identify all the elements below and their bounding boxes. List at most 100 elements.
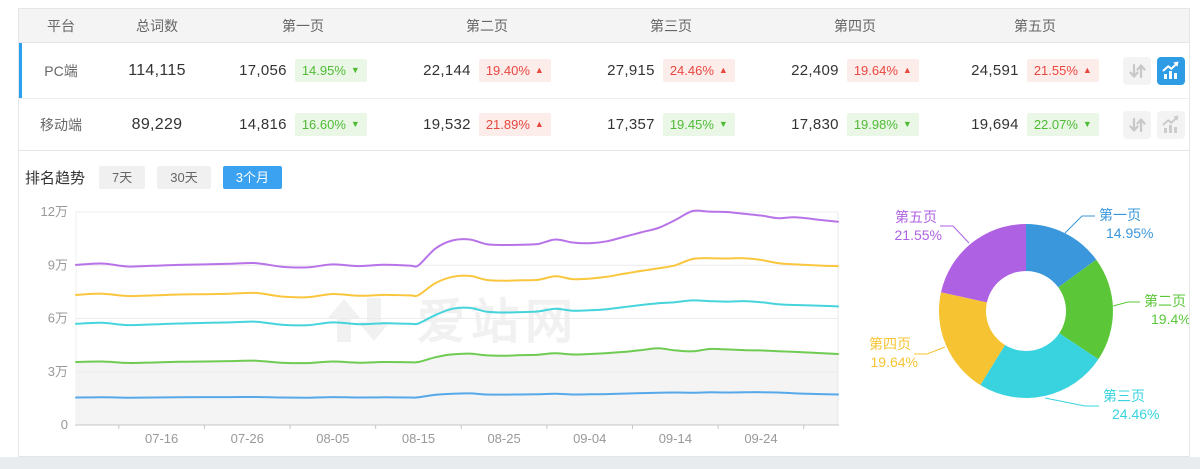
down-arrow-icon: ▼ xyxy=(902,119,912,129)
page4-change-badge: 19.98% ▼ xyxy=(846,113,919,136)
up-arrow-icon: ▲ xyxy=(534,65,544,75)
col-header-total-words: 总词数 xyxy=(136,17,178,34)
page3-count: 17,357 xyxy=(607,116,655,133)
line-series-3-cyan[interactable] xyxy=(75,299,839,327)
down-arrow-icon: ▼ xyxy=(1082,119,1092,129)
up-arrow-icon: ▲ xyxy=(718,65,728,75)
y-axis-label: 6万 xyxy=(48,311,68,326)
sort-arrows-icon xyxy=(1129,63,1146,78)
donut-slice-第一页[interactable] xyxy=(1026,224,1097,288)
donut-label-percent: 19.64% xyxy=(871,354,918,370)
page2-change-badge: 21.89% ▲ xyxy=(478,113,551,136)
table-row-pc[interactable]: PC端 114,115 17,056 14.95% ▼ 22,144 19.40%… xyxy=(19,43,1189,99)
donut-slice-第三页[interactable] xyxy=(980,333,1099,398)
x-axis-label: 08-05 xyxy=(316,431,349,446)
trend-chart-icon xyxy=(1162,115,1179,133)
platform-label: 移动端 xyxy=(40,116,82,133)
page5-change-badge: 21.55% ▲ xyxy=(1026,59,1099,82)
page3-cell: 27,915 24.46% ▲ xyxy=(579,59,763,82)
total-words-value: 114,115 xyxy=(128,61,186,79)
up-arrow-icon: ▲ xyxy=(534,119,544,129)
page4-count: 17,830 xyxy=(791,116,839,133)
col-header-platform: 平台 xyxy=(47,17,75,34)
y-axis-label: 3万 xyxy=(48,364,68,379)
donut-label-name: 第三页 xyxy=(1103,388,1145,404)
aizhan-watermark: 爱站网 xyxy=(328,296,573,349)
donut-label-line xyxy=(1064,215,1095,234)
x-axis-label: 07-26 xyxy=(231,431,264,446)
tab-7days[interactable]: 7天 xyxy=(99,165,146,189)
trend-chart-button[interactable] xyxy=(1157,56,1185,85)
row-actions xyxy=(1123,56,1189,85)
page4-cell: 17,830 19.98% ▼ xyxy=(763,113,947,136)
watermark-up-arrow-icon xyxy=(328,299,360,342)
down-arrow-icon: ▼ xyxy=(350,65,360,75)
page5-count: 24,591 xyxy=(971,62,1019,79)
donut-label-name: 第一页 xyxy=(1099,207,1141,223)
page3-change-badge: 24.46% ▲ xyxy=(662,59,735,82)
donut-label-line xyxy=(914,346,946,355)
down-arrow-icon: ▼ xyxy=(718,119,728,129)
donut-label-percent: 19.4% xyxy=(1151,311,1189,327)
platform-label: PC端 xyxy=(44,62,78,79)
donut-label-percent: 14.95% xyxy=(1106,225,1153,241)
line-series-5-purple[interactable] xyxy=(75,209,839,269)
table-row-mobile[interactable]: 移动端 89,229 14,816 16.60% ▼ 19,532 21.89% ▲… xyxy=(19,99,1189,151)
page4-change-badge: 19.64% ▲ xyxy=(846,59,919,82)
keyword-rank-card: 平台 总词数 第一页 第二页 第三页 第四页 第五页 PC端 114,115 1… xyxy=(18,8,1190,457)
trend-section-title: 排名趋势 xyxy=(25,169,86,187)
donut-label-line xyxy=(940,225,970,244)
page1-count: 14,816 xyxy=(239,116,287,133)
page3-cell: 17,357 19.45% ▼ xyxy=(579,113,763,136)
y-axis-label: 0 xyxy=(61,417,68,432)
page-distribution-donut-chart: 第一页 14.95% 第二页 19.4% 第三页 24.46% 第四页 19.64% 第五页 21… xyxy=(869,207,1189,422)
sort-button[interactable] xyxy=(1123,56,1151,85)
line-series-4-yellow[interactable] xyxy=(75,257,839,299)
page2-count: 19,532 xyxy=(423,116,471,133)
tab-3months[interactable]: 3个月 xyxy=(222,165,282,189)
trend-section-header: 排名趋势 7天 30天 3个月 xyxy=(25,165,1189,189)
page4-cell: 22,409 19.64% ▲ xyxy=(763,59,947,82)
tab-30days[interactable]: 30天 xyxy=(157,165,211,189)
col-header-page1: 第一页 xyxy=(282,17,324,34)
donut-label-name: 第五页 xyxy=(895,209,937,225)
line-series-2-green[interactable] xyxy=(75,347,839,365)
col-header-page4: 第四页 xyxy=(834,17,876,34)
donut-label-percent: 21.55% xyxy=(895,227,942,243)
page1-count: 17,056 xyxy=(239,62,287,79)
donut-label-name: 第二页 xyxy=(1144,293,1186,309)
donut-label-name: 第四页 xyxy=(869,336,911,352)
row-actions xyxy=(1123,110,1189,139)
line-series-1-blue[interactable] xyxy=(75,391,839,399)
donut-slice-第五页[interactable] xyxy=(941,224,1026,303)
y-axis-label: 9万 xyxy=(48,257,68,272)
page3-change-badge: 19.45% ▼ xyxy=(662,113,735,136)
donut-label-percent: 24.46% xyxy=(1112,406,1159,422)
table-header: 平台 总词数 第一页 第二页 第三页 第四页 第五页 xyxy=(19,9,1189,43)
page1-change-badge: 14.95% ▼ xyxy=(294,59,367,82)
x-axis-label: 07-16 xyxy=(145,431,178,446)
watermark-down-arrow-icon xyxy=(358,298,390,341)
x-axis-label: 09-24 xyxy=(744,431,777,446)
page2-count: 22,144 xyxy=(423,62,471,79)
down-arrow-icon: ▼ xyxy=(350,119,360,129)
donut-slice-第四页[interactable] xyxy=(938,292,1005,385)
area-fill-series-2-green xyxy=(76,348,838,425)
page4-count: 22,409 xyxy=(791,62,839,79)
page3-count: 27,915 xyxy=(607,62,655,79)
page1-cell: 17,056 14.95% ▼ xyxy=(211,59,395,82)
x-axis-label: 08-15 xyxy=(402,431,435,446)
col-header-page3: 第三页 xyxy=(650,17,692,34)
donut-slice-第二页[interactable] xyxy=(1058,259,1113,360)
page1-change-badge: 16.60% ▼ xyxy=(294,113,367,136)
total-words-value: 89,229 xyxy=(131,115,183,133)
rank-trend-line-chart: 爱站网 0 3万 6万 9万 12万 07-16 07-26 08-05 08-15 08-25 09… xyxy=(41,204,839,446)
sort-arrows-icon xyxy=(1129,117,1146,132)
page2-change-badge: 19.40% ▲ xyxy=(478,59,551,82)
sort-button[interactable] xyxy=(1123,110,1151,139)
up-arrow-icon: ▲ xyxy=(902,65,912,75)
up-arrow-icon: ▲ xyxy=(1082,65,1092,75)
x-axis-label: 08-25 xyxy=(487,431,520,446)
trend-chart-button[interactable] xyxy=(1157,110,1185,139)
x-axis-label: 09-14 xyxy=(659,431,692,446)
